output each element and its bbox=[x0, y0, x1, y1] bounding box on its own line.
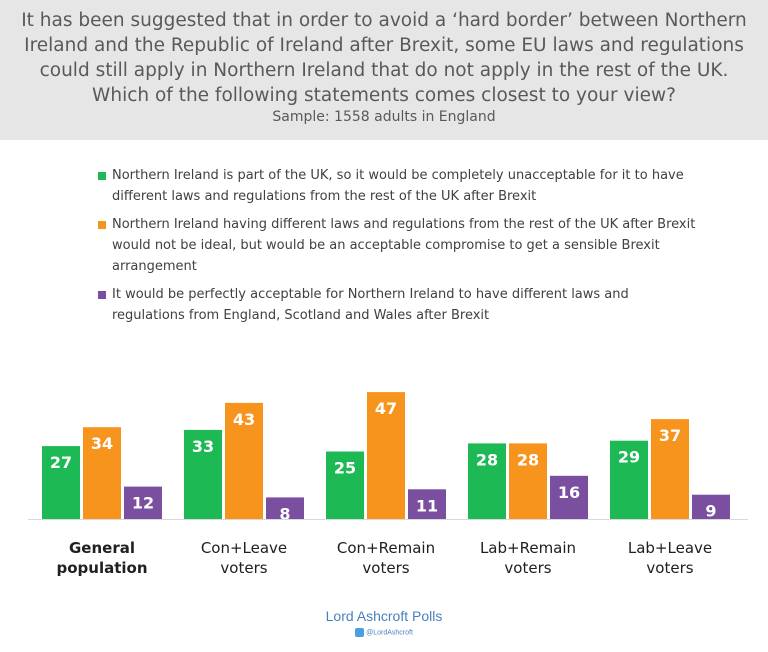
bar-compromise-4 bbox=[651, 419, 689, 519]
bar-acceptable-4 bbox=[692, 494, 730, 519]
chart-header: It has been suggested that in order to a… bbox=[0, 0, 768, 140]
data-label: 8 bbox=[279, 504, 290, 523]
bar-compromise-0 bbox=[83, 427, 121, 519]
data-label: 12 bbox=[132, 494, 154, 513]
data-label: 43 bbox=[233, 410, 255, 429]
bar-acceptable-1 bbox=[266, 497, 304, 519]
category-label: General bbox=[69, 539, 135, 557]
legend-label: Northern Ireland is part of the UK, so i… bbox=[112, 168, 684, 204]
category-label: Lab+Remain bbox=[480, 539, 576, 557]
data-label: 25 bbox=[334, 459, 356, 478]
category-label: Con+Remain bbox=[337, 539, 435, 557]
chart-title: It has been suggested that in order to a… bbox=[21, 10, 747, 106]
data-label: 37 bbox=[659, 426, 681, 445]
bar-unacceptable-3 bbox=[468, 443, 506, 519]
data-label: 11 bbox=[416, 496, 438, 515]
data-label: 28 bbox=[517, 450, 539, 469]
category-label: voters bbox=[646, 559, 693, 577]
category-label: voters bbox=[220, 559, 267, 577]
category-label: population bbox=[56, 559, 147, 577]
bar-unacceptable-1 bbox=[184, 429, 222, 519]
category-label: Lab+Leave bbox=[628, 539, 712, 557]
twitter-handle-row[interactable]: @LordAshcroft bbox=[0, 628, 768, 637]
legend-swatch-orange bbox=[98, 221, 106, 229]
data-label: 16 bbox=[558, 483, 580, 502]
bar-compromise-3 bbox=[509, 443, 547, 519]
twitter-icon[interactable] bbox=[355, 628, 365, 637]
bar-acceptable-2 bbox=[408, 489, 446, 519]
category-label: Con+Leave bbox=[201, 539, 287, 557]
legend-item-unacceptable: Northern Ireland is part of the UK, so i… bbox=[98, 165, 698, 207]
data-label: 29 bbox=[618, 448, 640, 467]
brand-name: Lord Ashcroft Polls bbox=[325, 608, 443, 624]
data-label: 9 bbox=[705, 502, 716, 521]
data-label: 28 bbox=[476, 450, 498, 469]
category-label: voters bbox=[362, 559, 409, 577]
data-label: 33 bbox=[192, 437, 214, 456]
data-label: 27 bbox=[50, 453, 72, 472]
bar-compromise-2 bbox=[367, 392, 405, 519]
legend-swatch-purple bbox=[98, 291, 106, 299]
bar-unacceptable-4 bbox=[610, 440, 648, 519]
bar-unacceptable-0 bbox=[42, 446, 80, 519]
bar-acceptable-0 bbox=[124, 486, 162, 519]
bar-chart: 27 34 12 General population 33 43 8 Con+Leave vot… bbox=[28, 392, 748, 577]
legend-label: Northern Ireland having different laws a… bbox=[112, 217, 696, 274]
legend-label: It would be perfectly acceptable for Nor… bbox=[112, 287, 629, 323]
data-label: 34 bbox=[91, 434, 113, 453]
category-label: voters bbox=[504, 559, 551, 577]
twitter-handle[interactable]: @LordAshcroft bbox=[366, 629, 413, 637]
legend-item-compromise: Northern Ireland having different laws a… bbox=[98, 214, 698, 277]
bar-unacceptable-2 bbox=[326, 451, 364, 519]
bar-acceptable-3 bbox=[550, 475, 588, 519]
legend-item-acceptable: It would be perfectly acceptable for Nor… bbox=[98, 284, 698, 326]
legend: Northern Ireland is part of the UK, so i… bbox=[98, 165, 698, 333]
bar-compromise-1 bbox=[225, 402, 263, 519]
legend-swatch-green bbox=[98, 172, 106, 180]
sample-size: Sample: 1558 adults in England bbox=[272, 109, 496, 125]
data-label: 47 bbox=[375, 399, 397, 418]
